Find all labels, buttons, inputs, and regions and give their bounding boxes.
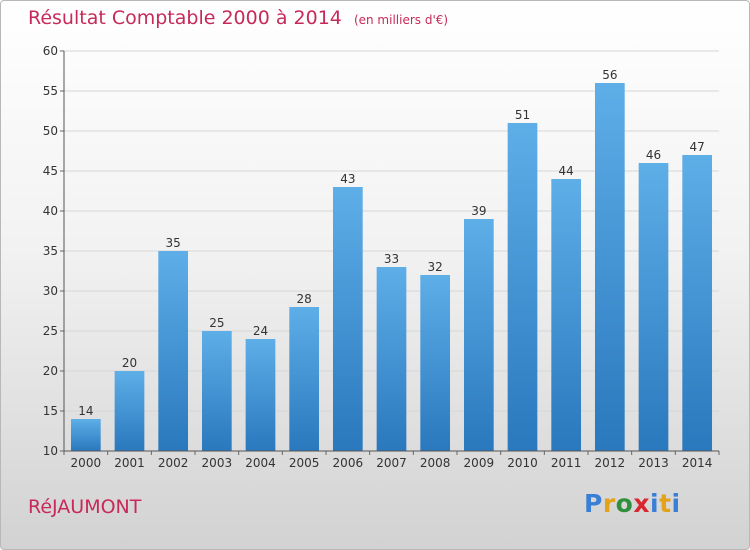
logo-letter: r	[602, 489, 616, 518]
y-tick-label: 35	[43, 244, 58, 258]
bar-2001	[114, 371, 145, 451]
x-tick-label-2011: 2011	[551, 456, 582, 470]
logo-letter: o	[615, 489, 634, 518]
x-tick-label-2006: 2006	[333, 456, 364, 470]
y-axis-ticks: 10 15 20 25 30 35 40 45 50 55 60	[43, 44, 64, 458]
bar-2003	[201, 331, 232, 451]
x-tick-label-2014: 2014	[682, 456, 713, 470]
x-tick-label-2001: 2001	[114, 456, 145, 470]
bar-2007	[376, 267, 407, 451]
y-tick-label: 55	[43, 84, 58, 98]
data-label-2003: 25	[209, 316, 224, 330]
bar-2010	[507, 123, 538, 451]
data-label-2002: 35	[166, 236, 181, 250]
x-tick-label-2000: 2000	[71, 456, 102, 470]
data-label-2012: 56	[602, 68, 617, 82]
chart-title: Résultat Comptable 2000 à 2014 (en milli…	[28, 7, 448, 29]
bar-2009	[463, 219, 494, 451]
x-tick-label-2005: 2005	[289, 456, 320, 470]
bar-2014	[682, 155, 713, 451]
bar-2002	[158, 251, 189, 451]
bars	[70, 83, 713, 451]
proxiti-logo: Proxiti	[584, 489, 681, 518]
x-tick-label-2013: 2013	[638, 456, 669, 470]
bar-2011	[551, 179, 582, 451]
y-tick-label: 60	[43, 44, 58, 58]
data-label-2006: 43	[340, 172, 355, 186]
y-tick-label: 15	[43, 404, 58, 418]
chart-title-text: Résultat Comptable 2000 à 2014	[28, 7, 342, 29]
data-label-2008: 32	[428, 260, 443, 274]
data-label-2009: 39	[471, 204, 486, 218]
data-label-2000: 14	[78, 404, 93, 418]
x-tick-label-2003: 2003	[202, 456, 233, 470]
data-label-2001: 20	[122, 356, 137, 370]
x-tick-label-2004: 2004	[245, 456, 276, 470]
bar-2005	[289, 307, 320, 451]
logo-letter: i	[671, 489, 681, 518]
bar-2004	[245, 339, 276, 451]
y-tick-label: 40	[43, 204, 58, 218]
commune-name: RéJAUMONT	[28, 496, 142, 518]
logo-letter: P	[584, 489, 603, 518]
bar-2000	[70, 419, 101, 451]
x-tick-label-2002: 2002	[158, 456, 189, 470]
data-label-2014: 47	[690, 140, 705, 154]
x-axis-ticks: 2000 2001 2002 2003 2004 2005 2006 2007 2008 2009…	[63, 451, 720, 470]
y-tick-label: 10	[43, 444, 58, 458]
bar-2012	[594, 83, 625, 451]
data-label-2010: 51	[515, 108, 530, 122]
x-tick-label-2009: 2009	[464, 456, 495, 470]
y-tick-label: 25	[43, 324, 58, 338]
logo-letter: x	[633, 489, 650, 518]
bar-2013	[638, 163, 669, 451]
x-tick-label-2008: 2008	[420, 456, 451, 470]
data-labels: 14 20 35 25 24 28 43 33 32 39 51 44 56 46 47	[78, 68, 705, 418]
logo-letter: t	[659, 489, 672, 518]
logo-letter: i	[650, 489, 660, 518]
axes	[63, 51, 719, 452]
y-tick-label: 20	[43, 364, 58, 378]
y-tick-label: 45	[43, 164, 58, 178]
x-tick-label-2010: 2010	[507, 456, 538, 470]
x-tick-label-2012: 2012	[595, 456, 626, 470]
data-label-2011: 44	[559, 164, 574, 178]
data-label-2004: 24	[253, 324, 268, 338]
bar-2006	[332, 187, 363, 451]
y-tick-label: 30	[43, 284, 58, 298]
data-label-2005: 28	[297, 292, 312, 306]
chart-subtitle: (en milliers d'€)	[353, 13, 449, 27]
data-label-2007: 33	[384, 252, 399, 266]
data-label-2013: 46	[646, 148, 661, 162]
bar-2008	[420, 275, 451, 451]
y-tick-label: 50	[43, 124, 58, 138]
x-tick-label-2007: 2007	[376, 456, 407, 470]
